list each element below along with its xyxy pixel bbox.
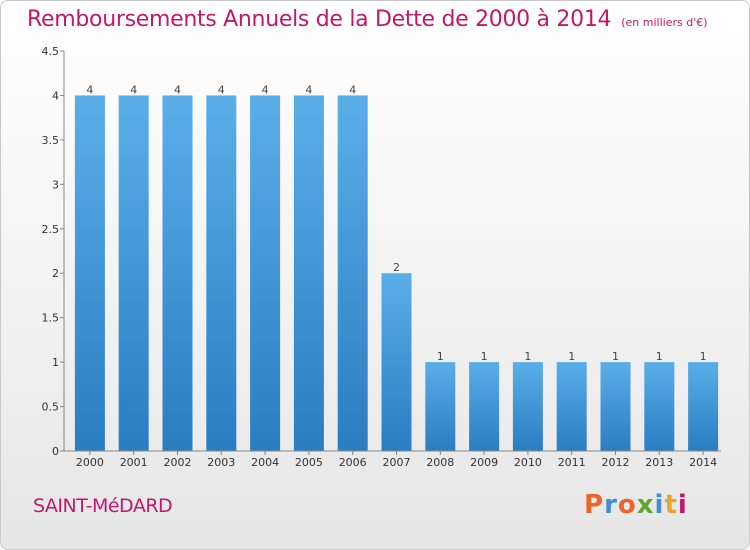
y-tick-label: 2	[52, 267, 59, 280]
y-tick-label: 3	[52, 178, 59, 191]
bar-2012	[600, 362, 631, 451]
logo-letter: P	[584, 490, 605, 520]
x-tick-label-2004: 2004	[251, 456, 279, 469]
bar-2006	[337, 95, 368, 451]
data-label-2007: 2	[393, 261, 400, 274]
bar-2009	[469, 362, 500, 451]
data-label-2000: 4	[86, 83, 93, 96]
logo-letter: t	[664, 490, 678, 520]
data-label-2014: 1	[700, 350, 707, 363]
y-tick-label: 0	[52, 445, 59, 458]
bar-2007	[381, 273, 412, 451]
chart-unit: (en milliers d'€)	[621, 16, 708, 29]
y-tick-label: 2.5	[42, 223, 60, 236]
x-tick-label-2000: 2000	[76, 456, 104, 469]
data-label-2003: 4	[218, 83, 225, 96]
x-tick-label-2014: 2014	[689, 456, 717, 469]
bar-2002	[162, 95, 193, 451]
logo-letter: i	[677, 490, 688, 520]
y-tick-label: 0.5	[42, 401, 60, 414]
data-label-2004: 4	[262, 83, 269, 96]
x-tick-label-2003: 2003	[207, 456, 235, 469]
x-tick-label-2008: 2008	[426, 456, 454, 469]
x-tick-label-2001: 2001	[120, 456, 148, 469]
proxiti-logo: Proxiti	[584, 490, 688, 520]
logo-letter: i	[654, 490, 665, 520]
logo-letter: r	[604, 490, 618, 520]
bar-2011	[556, 362, 587, 451]
data-label-2008: 1	[437, 350, 444, 363]
bar-2003	[206, 95, 237, 451]
chart-title-text: Remboursements Annuels de la Dette de 20…	[27, 7, 612, 32]
bar-2013	[644, 362, 675, 451]
logo-letter: x	[636, 490, 655, 520]
y-tick-label: 4	[52, 89, 59, 102]
data-label-2002: 4	[174, 83, 181, 96]
logo-letter: o	[617, 490, 637, 520]
x-tick-label-2011: 2011	[558, 456, 586, 469]
bar-2010	[512, 362, 543, 451]
x-tick-label-2013: 2013	[645, 456, 673, 469]
x-tick-label-2007: 2007	[383, 456, 411, 469]
y-tick-label: 3.5	[42, 134, 60, 147]
x-tick-label-2002: 2002	[164, 456, 192, 469]
data-label-2006: 4	[349, 83, 356, 96]
bar-2008	[425, 362, 456, 451]
data-label-2011: 1	[568, 350, 575, 363]
y-tick-label: 1.5	[42, 312, 60, 325]
data-label-2001: 4	[130, 83, 137, 96]
town-name: SAINT-MéDARD	[33, 495, 173, 517]
data-label-2010: 1	[524, 350, 531, 363]
x-tick-label-2010: 2010	[514, 456, 542, 469]
bar-2004	[250, 95, 281, 451]
bar-2000	[74, 95, 105, 451]
bar-2005	[293, 95, 324, 451]
y-tick-label: 4.5	[42, 45, 60, 58]
x-tick-label-2005: 2005	[295, 456, 323, 469]
bar-2001	[118, 95, 149, 451]
x-tick-label-2006: 2006	[339, 456, 367, 469]
data-label-2005: 4	[305, 83, 312, 96]
x-tick-label-2009: 2009	[470, 456, 498, 469]
y-tick-label: 1	[52, 356, 59, 369]
x-tick-label-2012: 2012	[602, 456, 630, 469]
data-label-2009: 1	[481, 350, 488, 363]
data-label-2013: 1	[656, 350, 663, 363]
chart-title: Remboursements Annuels de la Dette de 20…	[27, 7, 708, 32]
data-label-2012: 1	[612, 350, 619, 363]
bar-2014	[688, 362, 719, 451]
